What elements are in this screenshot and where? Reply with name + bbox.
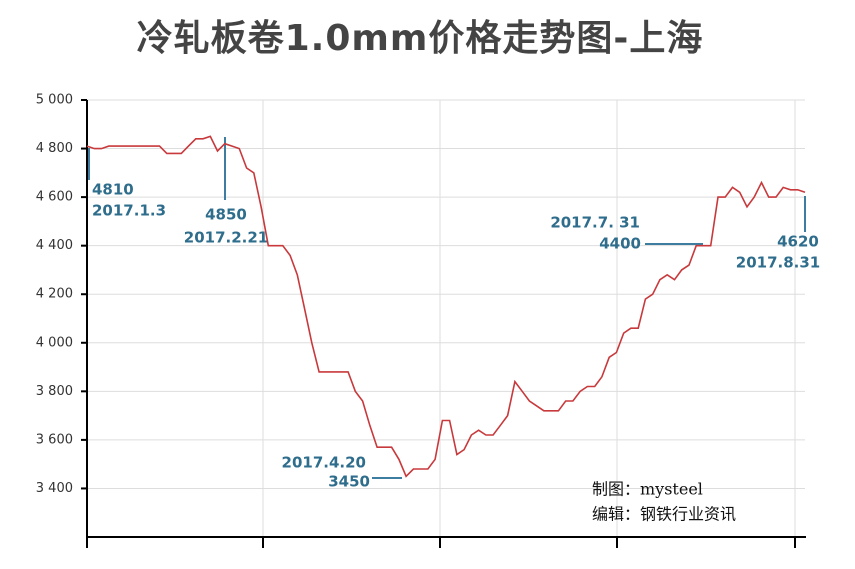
credit: 制图：mysteel	[592, 480, 703, 499]
y-tick-label: 3 800	[36, 384, 73, 399]
price-line	[86, 135, 806, 478]
y-tick-label: 5 000	[36, 93, 73, 108]
x-axis	[86, 536, 806, 548]
annotation: 2017.2.21	[184, 229, 268, 247]
annotation: 2017.1.3	[92, 202, 166, 220]
x-grid	[262, 100, 796, 537]
annotations: 4810 2017.1.3 4850 2017.2.21 2017.4.20 3…	[88, 137, 820, 491]
y-tick-label: 4 000	[36, 335, 73, 350]
annotation: 4850	[205, 206, 247, 224]
annotation: 2017.8.31	[736, 254, 820, 272]
y-tick-label: 4 800	[36, 141, 73, 156]
annotation: 4620	[777, 233, 819, 251]
y-tick-label: 4 600	[36, 190, 73, 205]
annotation: 2017.7. 31	[550, 214, 640, 232]
y-tick-label: 3 600	[36, 432, 73, 447]
annotation: 2017.4.20	[282, 454, 366, 472]
chart-title: 冷轧板卷1.0mm价格走势图-上海	[137, 18, 704, 59]
credit: 编辑：钢铁行业资讯	[592, 505, 736, 524]
y-tick-label: 4 200	[36, 287, 73, 302]
y-tick-label: 3 400	[36, 481, 73, 496]
annotation: 4810	[92, 181, 134, 199]
y-tick-label: 4 400	[36, 238, 73, 253]
annotation: 3450	[328, 473, 370, 491]
annotation: 4400	[599, 235, 641, 253]
